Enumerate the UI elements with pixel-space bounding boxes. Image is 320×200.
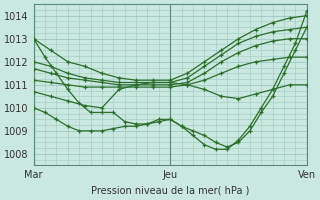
X-axis label: Pression niveau de la mer( hPa ): Pression niveau de la mer( hPa ) — [91, 186, 249, 196]
